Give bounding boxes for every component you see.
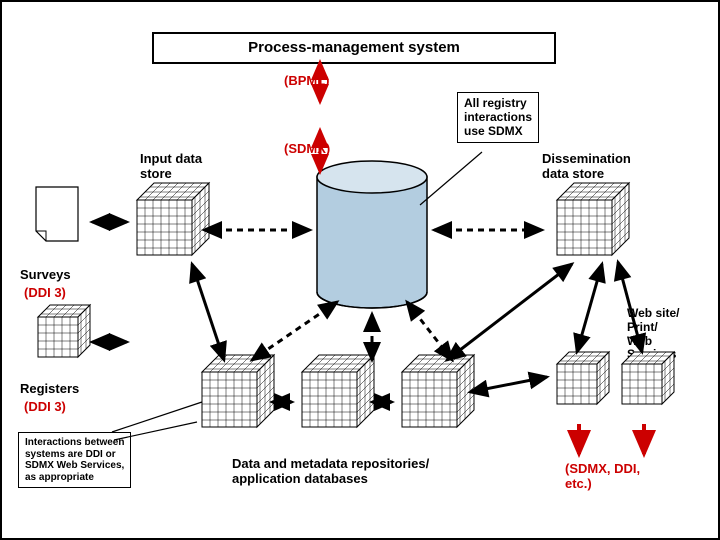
diagram-canvas [2, 2, 718, 538]
